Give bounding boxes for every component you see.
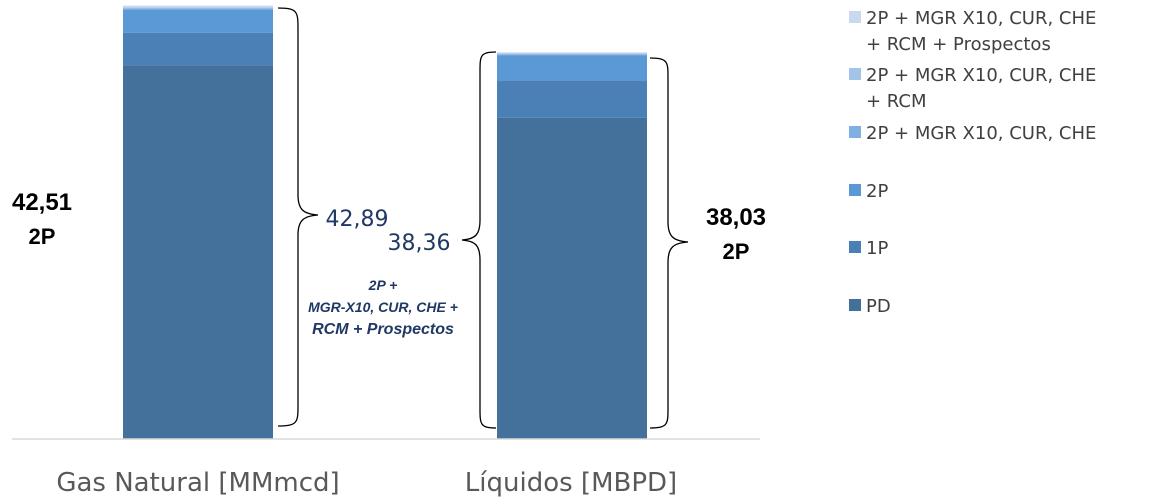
bar-segment-liquidos-1p [497,80,647,118]
bar-segment-liquidos-2p-mgr-x10-cur-che-rcm-prospectos [497,52,647,54]
legend-label-3-line-0: 2P [866,181,888,202]
bar-segment-liquidos-2p-mgr-x10-cur-che-rcm [497,53,647,55]
bar-segment-liquidos-2p-mgr-x10-cur-che [497,54,647,56]
bar-segment-gas-pd [123,65,273,439]
legend-swatch-1 [849,68,861,80]
scenario-note-line3: RCM + Prospectos [312,321,454,338]
liquidos-total-value: 38,36 [388,231,451,256]
legend: 2P + MGR X10, CUR, CHE + RCM + Prospectos… [849,8,1096,317]
scenario-note-line2: MGR-X10, CUR, CHE + [308,299,458,315]
legend-swatch-4 [849,241,861,253]
category-label-liquidos: Líquidos [MBPD] [465,468,677,498]
gas-2p-value: 42,51 [12,189,72,216]
legend-swatch-3 [849,184,861,196]
bars-group [123,5,647,439]
legend-label-2-line-0: 2P + MGR X10, CUR, CHE [866,123,1096,144]
bar-segment-gas-1p [123,32,273,66]
legend-swatch-2 [849,126,861,138]
category-label-gas: Gas Natural [MMmcd] [56,468,339,498]
gas-2p-label: 2P [29,224,56,249]
legend-swatch-0 [849,11,861,23]
bar-segment-gas-2p-mgr-x10-cur-che [123,8,273,10]
bar-segment-liquidos-2p [497,55,647,81]
scenario-note-line1: 2P + [368,277,398,293]
legend-label-1-line-0: 2P + MGR X10, CUR, CHE [866,65,1096,86]
legend-label-0-line-1: + RCM + Prospectos [866,34,1051,55]
bar-segment-gas-2p-mgr-x10-cur-che-rcm [123,7,273,9]
legend-label-1-line-1: + RCM [866,91,927,112]
gas-total-value: 42,89 [326,207,389,232]
liquidos-total-brace-left [461,51,497,429]
liquidos-2p-brace-right [649,57,689,429]
legend-label-0-line-0: 2P + MGR X10, CUR, CHE [866,8,1096,29]
liquidos-2p-label: 2P [723,239,750,264]
bar-segment-gas-2p-mgr-x10-cur-che-rcm-prospectos [123,5,273,8]
bar-segment-liquidos-pd [497,117,647,439]
legend-swatch-5 [849,299,861,311]
legend-label-4-line-0: 1P [866,238,888,259]
legend-label-5-line-0: PD [866,296,891,317]
bar-segment-gas-2p [123,9,273,33]
liquidos-2p-value: 38,03 [706,204,766,231]
gas-total-brace [277,7,319,427]
